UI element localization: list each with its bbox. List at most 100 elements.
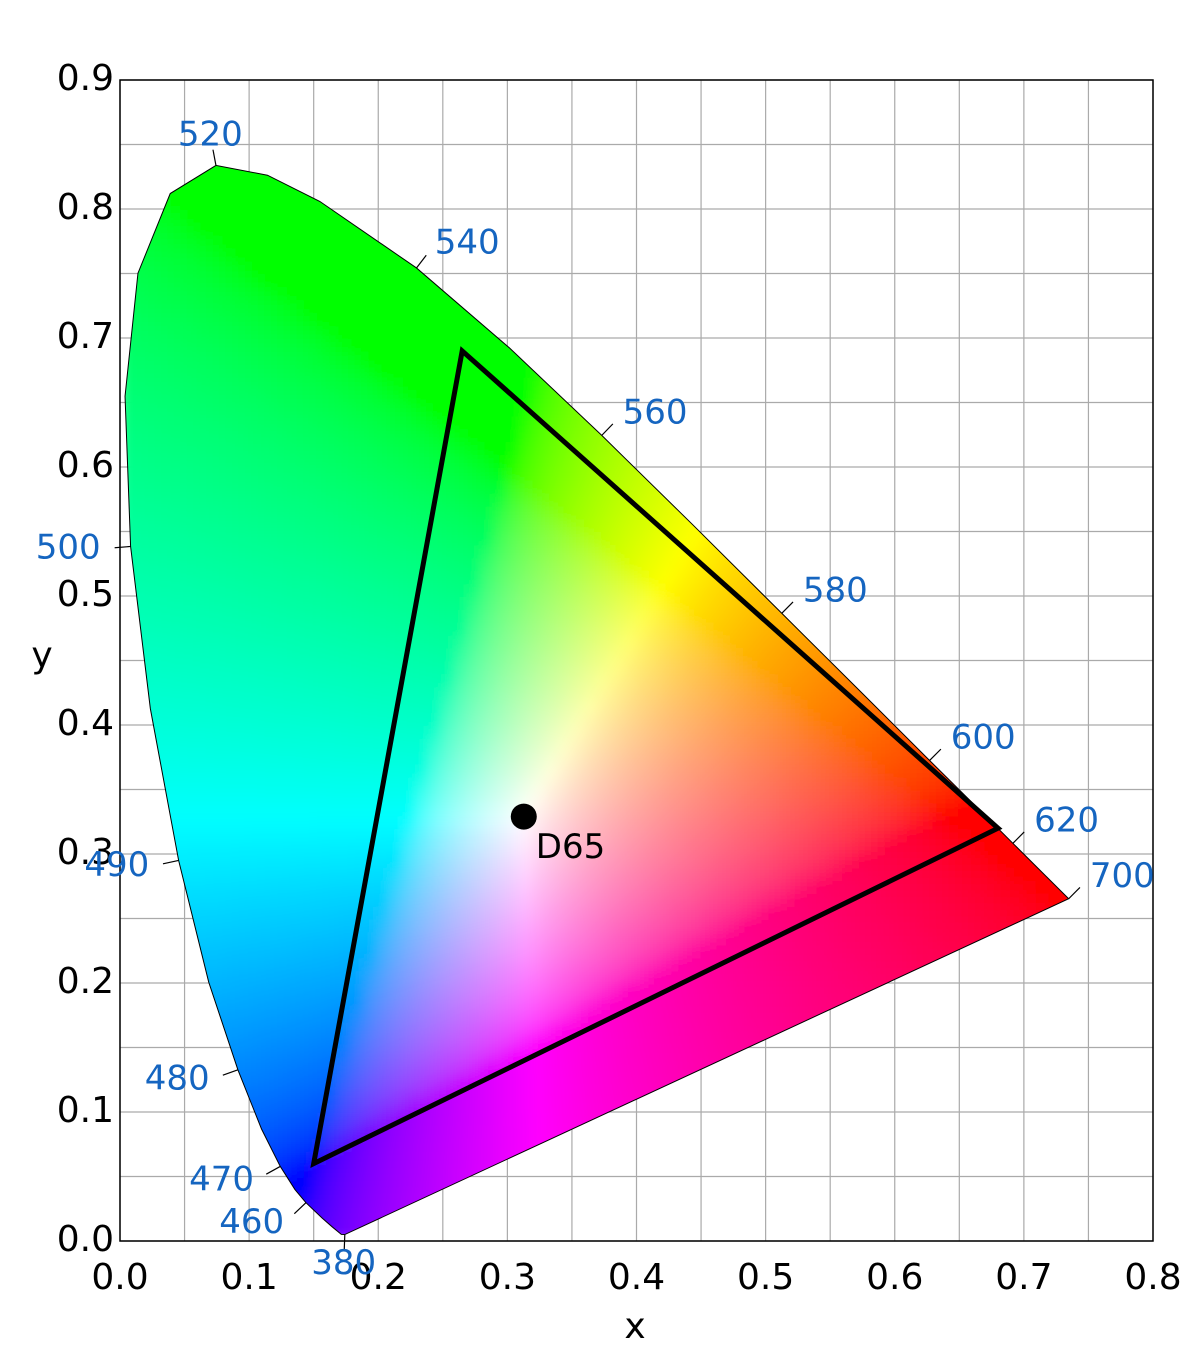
color-cell [326, 311, 341, 326]
color-cell [532, 363, 547, 378]
color-cell [209, 324, 224, 339]
color-cell [648, 1072, 663, 1087]
color-cell [235, 414, 250, 429]
color-cell [481, 801, 496, 816]
color-cell [700, 776, 715, 791]
color-cell [300, 285, 315, 300]
color-cell [235, 363, 250, 378]
color-cell [765, 1137, 780, 1152]
color-cell [481, 311, 496, 326]
color-cell [623, 105, 638, 120]
color-cell [119, 92, 134, 107]
color-cell [803, 273, 818, 288]
color-cell [597, 969, 612, 984]
color-cell [442, 1008, 457, 1023]
color-cell [636, 608, 651, 623]
color-cell [364, 543, 379, 558]
color-cell [248, 776, 263, 791]
color-cell [429, 685, 444, 700]
color-cell [132, 750, 147, 765]
color-cell [171, 582, 186, 597]
color-cell [287, 1059, 302, 1074]
color-cell [623, 672, 638, 687]
color-cell [726, 1072, 741, 1087]
color-cell [184, 956, 199, 971]
color-cell [726, 363, 741, 378]
color-cell [700, 1008, 715, 1023]
color-cell [274, 247, 289, 262]
color-cell [661, 273, 676, 288]
color-cell [739, 853, 754, 868]
color-cell [158, 298, 173, 313]
color-cell [519, 1163, 534, 1178]
color-cell [468, 750, 483, 765]
color-cell [222, 273, 237, 288]
color-cell [584, 350, 599, 365]
color-cell [390, 569, 405, 584]
color-cell [674, 647, 689, 662]
color-cell [713, 647, 728, 662]
color-cell [739, 453, 754, 468]
color-cell [532, 298, 547, 313]
color-cell [519, 672, 534, 687]
color-cell [558, 1214, 573, 1229]
color-cell [493, 1111, 508, 1126]
color-cell [816, 866, 831, 881]
color-cell [765, 260, 780, 275]
color-cell [481, 156, 496, 171]
color-cell [752, 376, 767, 391]
color-cell [519, 324, 534, 339]
color-cell [506, 92, 521, 107]
color-cell [790, 182, 805, 197]
color-cell [545, 750, 560, 765]
color-cell [274, 737, 289, 752]
color-cell [545, 698, 560, 713]
color-cell [648, 350, 663, 365]
color-cell [700, 660, 715, 675]
color-cell [726, 531, 741, 546]
color-cell [816, 995, 831, 1010]
color-cell [261, 427, 276, 442]
color-cell [778, 1098, 793, 1113]
color-cell [481, 930, 496, 945]
color-cell [455, 711, 470, 726]
color-cell [558, 402, 573, 417]
color-cell [481, 1227, 496, 1242]
color-cell [584, 298, 599, 313]
color-cell [636, 660, 651, 675]
color-cell [274, 943, 289, 958]
color-cell [700, 144, 715, 159]
color-cell [687, 363, 702, 378]
color-cell [377, 866, 392, 881]
color-cell [648, 918, 663, 933]
color-cell [158, 247, 173, 262]
color-cell [429, 1085, 444, 1100]
color-cell [584, 221, 599, 236]
color-cell [648, 479, 663, 494]
color-cell [648, 672, 663, 687]
color-cell [132, 582, 147, 597]
color-cell [816, 827, 831, 842]
color-cell [803, 156, 818, 171]
color-cell [481, 672, 496, 687]
color-cell [790, 1124, 805, 1139]
color-cell [610, 1072, 625, 1087]
color-cell [132, 208, 147, 223]
color-cell [403, 1124, 418, 1139]
color-cell [145, 801, 160, 816]
color-cell [790, 402, 805, 417]
color-cell [816, 324, 831, 339]
color-cell [442, 156, 457, 171]
color-cell [145, 131, 160, 146]
color-cell [364, 956, 379, 971]
color-cell [222, 543, 237, 558]
color-cell [636, 1163, 651, 1178]
color-cell [713, 1008, 728, 1023]
color-cell [739, 92, 754, 107]
color-cell [765, 853, 780, 868]
color-cell [390, 376, 405, 391]
color-cell [313, 634, 328, 649]
color-cell [481, 595, 496, 610]
color-cell [377, 1021, 392, 1036]
color-cell [364, 79, 379, 94]
